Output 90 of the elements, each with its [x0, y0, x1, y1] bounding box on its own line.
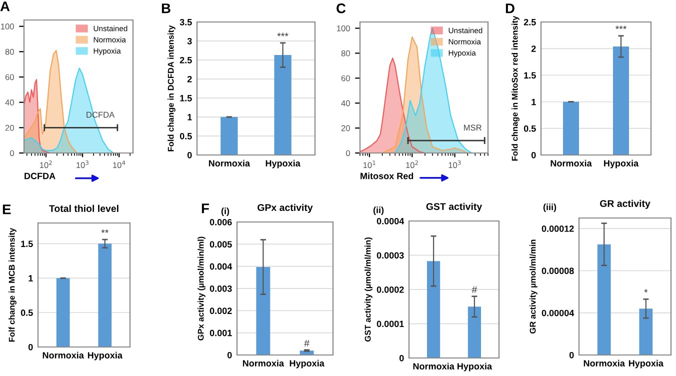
x-tick-label: 10$^{3}$: [76, 160, 88, 168]
x-tick-label: Hypoxia: [628, 360, 664, 368]
text: D: [506, 4, 514, 14]
y-tick-label: 20: [5, 124, 14, 131]
chart-title: GR activity: [600, 200, 650, 209]
y-axis-title: GPx activity (µmol/min/ml): [198, 236, 206, 340]
y-tick-label: 2: [187, 76, 192, 82]
x-tick-label: 10$^{2}$: [40, 160, 52, 168]
chart-title: GST activity: [426, 202, 482, 212]
annotation: ***: [615, 26, 627, 30]
y-tick-label: 0.5: [524, 125, 536, 132]
y-tick-label: 40: [5, 100, 14, 106]
x-tick-label: Normoxia: [242, 360, 284, 366]
text: A: [0, 2, 10, 12]
text: (i): [221, 208, 230, 216]
y-tick-label: 3: [187, 38, 192, 44]
x-tick-label: Normoxia: [413, 362, 454, 370]
y-tick-label: 60: [5, 74, 14, 80]
x-axis-title: DCFDA: [24, 172, 56, 180]
y-tick-label: 0: [187, 152, 192, 158]
y-tick-label: 0.002: [210, 308, 232, 314]
text: F: [202, 204, 209, 214]
y-tick-label: 0.5: [20, 310, 33, 316]
y-tick-label: 0.0001: [376, 320, 404, 328]
y-tick-label: 0: [227, 352, 232, 358]
annotation: *: [644, 289, 648, 292]
x-axis-title: Mitosox Red: [360, 172, 414, 180]
y-axis-title: GR activity µmol/ml/min: [530, 240, 538, 334]
y-tick-label: 0.0004: [376, 218, 404, 224]
y-tick-label: 1: [28, 275, 33, 282]
y-tick-label: 0.00004: [542, 310, 574, 316]
x-tick-label: Hypoxia: [458, 362, 492, 372]
text: C: [336, 3, 346, 14]
x-tick-label: 10$^{4}$: [113, 160, 126, 168]
y-tick-label: 20: [341, 125, 350, 132]
annotation: ***: [277, 32, 288, 36]
y-tick-label: 0.005: [210, 241, 232, 248]
y-axis-title: Folf change in MCB intensity: [8, 228, 16, 342]
y-tick-label: 0: [346, 150, 350, 156]
x-tick-label: 10$^{3}$: [448, 160, 461, 168]
y-tick-label: 80: [341, 50, 350, 56]
y-tick-label: 1: [188, 114, 192, 120]
annotation: MSR: [464, 124, 482, 131]
y-tick-label: 80: [5, 48, 14, 55]
x-tick-label: Hypoxia: [266, 160, 300, 168]
y-tick-label: 0.004: [210, 263, 232, 270]
y-tick-label: 0.003: [210, 285, 232, 292]
y-tick-label: 2: [531, 46, 536, 52]
y-tick-label: 1: [532, 98, 536, 106]
y-tick-label: 0: [399, 354, 404, 362]
x-tick-label: Hypoxia: [604, 160, 639, 168]
y-tick-label: 40: [341, 100, 350, 106]
y-tick-label: 1.5: [21, 240, 33, 248]
annotation: **: [101, 229, 109, 233]
text: (ii): [373, 206, 384, 215]
x-tick-label: Normoxia: [550, 160, 592, 166]
y-tick-label: 0.0002: [376, 286, 404, 293]
y-tick-label: 1.5: [524, 72, 536, 79]
y-tick-label: 0.006: [210, 218, 232, 226]
chart-title: GPx activity: [258, 204, 313, 213]
y-tick-label: 60: [341, 75, 350, 82]
text: E: [2, 204, 11, 214]
y-tick-label: 0.00012: [542, 226, 574, 232]
x-tick-label: 10$^{2}$: [406, 160, 418, 168]
y-axis-title: GST activity (µmol/ml/min): [364, 238, 372, 342]
y-axis-title: Fold chnage in MitoSox red intensity: [512, 16, 520, 161]
x-tick-label: Normoxia: [584, 360, 625, 366]
annotation: #: [304, 340, 310, 346]
y-tick-label: 2.5: [180, 56, 192, 64]
text: (iii): [543, 204, 556, 212]
y-tick-label: 0: [569, 352, 574, 358]
y-tick-label: 1.5: [180, 95, 192, 102]
y-tick-label: 0.001: [210, 330, 232, 336]
x-tick-label: Hypoxia: [290, 360, 324, 368]
y-tick-label: 2.5: [524, 18, 536, 26]
x-tick-label: Normoxia: [208, 160, 250, 166]
y-tick-label: 0: [28, 344, 33, 350]
y-tick-label: 0.0003: [376, 252, 404, 259]
x-tick-label: 10$^{1}$: [363, 160, 376, 168]
annotation: #: [472, 286, 478, 293]
y-tick-label: 100: [337, 25, 350, 32]
y-tick-label: 0.5: [180, 132, 192, 140]
y-tick-label: 0: [10, 150, 14, 156]
y-tick-label: 0: [531, 152, 536, 158]
y-tick-label: 0.00008: [542, 268, 574, 274]
chart-title: Total thiol level: [49, 204, 118, 212]
y-tick-label: 100: [1, 24, 14, 30]
text: B: [162, 4, 170, 14]
y-axis-title: Fold change in DCFDA intensity: [168, 25, 176, 152]
y-tick-label: 3.5: [180, 18, 192, 26]
